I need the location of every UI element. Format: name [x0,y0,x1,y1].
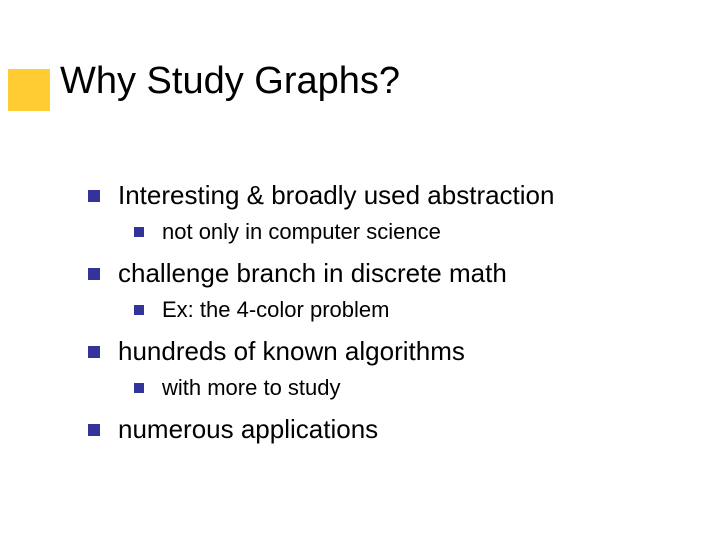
list-item-text: numerous applications [118,413,378,446]
list-item: hundreds of known algorithms [88,335,680,368]
list-subitem-text: with more to study [162,374,341,402]
bullet-icon [88,346,100,358]
list-subitem-text: Ex: the 4-color problem [162,296,389,324]
list-subitem: not only in computer science [134,218,680,246]
bullet-icon [88,190,100,202]
list-subitem: with more to study [134,374,680,402]
content-area: Interesting & broadly used abstraction n… [88,175,680,449]
list-subitem: Ex: the 4-color problem [134,296,680,324]
list-subitem-text: not only in computer science [162,218,441,246]
slide-title: Why Study Graphs? [60,60,400,103]
list-item-text: Interesting & broadly used abstraction [118,179,554,212]
bullet-icon [134,227,144,237]
bullet-icon [134,305,144,315]
bullet-icon [88,268,100,280]
list-item: numerous applications [88,413,680,446]
accent-box [8,69,50,111]
list-item: challenge branch in discrete math [88,257,680,290]
bullet-icon [134,383,144,393]
list-item-text: challenge branch in discrete math [118,257,507,290]
slide: Why Study Graphs? Interesting & broadly … [0,0,720,540]
list-item: Interesting & broadly used abstraction [88,179,680,212]
list-item-text: hundreds of known algorithms [118,335,465,368]
bullet-icon [88,424,100,436]
